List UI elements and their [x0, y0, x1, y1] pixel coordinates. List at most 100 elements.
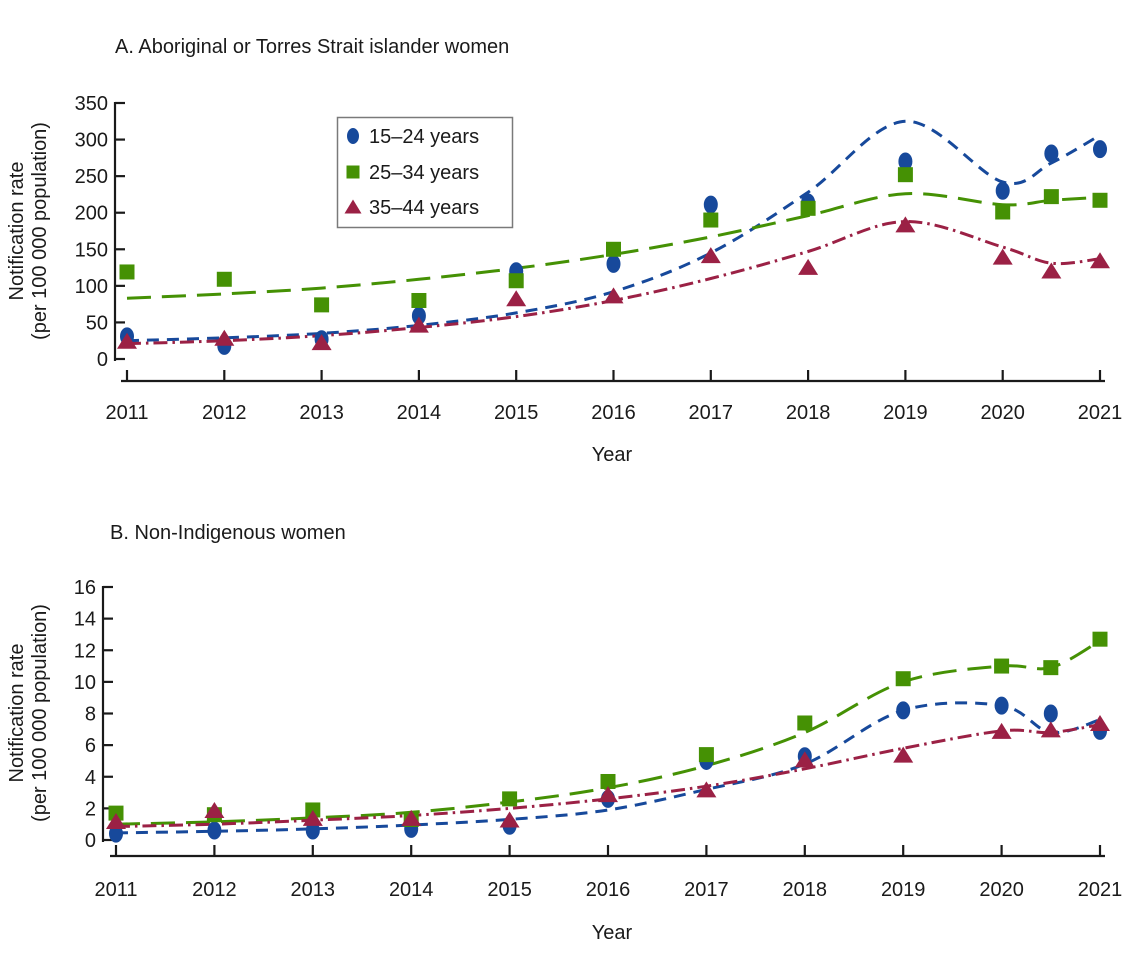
- chart-b-title: B. Non-Indigenous women: [110, 522, 346, 544]
- y-tick-label: 250: [75, 166, 108, 188]
- marker-circle: [1093, 140, 1107, 159]
- chart-a-xlabel: Year: [592, 444, 633, 466]
- x-tick-label: 2014: [389, 879, 434, 901]
- marker-square: [314, 297, 330, 313]
- x-tick-label: 2017: [689, 402, 734, 424]
- marker-triangle: [499, 811, 520, 828]
- x-tick-label: 2015: [487, 879, 532, 901]
- marker-square: [411, 292, 427, 308]
- marker-triangle: [214, 329, 235, 346]
- marker-circle: [995, 181, 1010, 200]
- x-tick-label: 2013: [299, 402, 344, 424]
- marker-triangle: [991, 722, 1012, 739]
- y-tick-label: 14: [74, 609, 96, 631]
- marker-square: [797, 715, 813, 731]
- marker-circle: [305, 821, 320, 840]
- trend-line-circle: [126, 119, 1101, 343]
- x-tick-label: 2019: [883, 402, 928, 424]
- marker-circle: [606, 254, 621, 273]
- x-tick-label: 2021: [1078, 879, 1123, 901]
- marker-triangle: [603, 287, 624, 304]
- markers-35-44-: [117, 216, 1110, 351]
- trend-line-triangle: [126, 219, 1101, 346]
- chart-a-axes: 0 50 100 150 200 250 300 350 2011 2012 2013 2014 201…: [75, 93, 1123, 424]
- marker-circle: [411, 306, 426, 325]
- marker-square: [1092, 192, 1108, 208]
- chart-b-ylabel-line2: (per 100 000 population): [29, 604, 51, 822]
- marker-circle: [896, 701, 911, 720]
- chart-a-title: A. Aboriginal or Torres Strait islander …: [115, 36, 509, 58]
- marker-square: [995, 204, 1011, 220]
- x-tick-label: 2016: [586, 879, 631, 901]
- marker-square: [119, 264, 135, 280]
- y-tick-label: 2: [85, 798, 96, 820]
- marker-circle: [994, 696, 1009, 715]
- y-tick-label: 100: [75, 276, 108, 298]
- y-tick-label: 350: [75, 93, 108, 115]
- y-tick-label: 16: [74, 577, 96, 599]
- marker-circle: [703, 195, 718, 214]
- marker-triangle: [117, 332, 137, 349]
- marker-circle: [109, 824, 123, 843]
- marker-triangle: [992, 248, 1013, 265]
- chart-a-ylabel-line1: Notification rate: [6, 162, 28, 301]
- marker-triangle: [700, 247, 721, 264]
- marker-square: [1043, 189, 1059, 205]
- marker-triangle: [204, 801, 225, 818]
- marker-square: [508, 273, 524, 289]
- x-tick-label: 2015: [494, 402, 539, 424]
- legend-marker-circle-icon: [347, 128, 359, 144]
- y-tick-label: 0: [85, 830, 96, 852]
- marker-square: [1092, 631, 1108, 647]
- y-tick-label: 4: [85, 767, 96, 789]
- x-tick-label: 2013: [291, 879, 336, 901]
- marker-square: [994, 658, 1010, 674]
- marker-square: [502, 791, 518, 807]
- marker-square: [895, 671, 911, 687]
- y-tick-label: 12: [74, 640, 96, 662]
- marker-square: [600, 773, 616, 789]
- y-tick-label: 0: [97, 349, 108, 371]
- trend-line-circle: [115, 701, 1101, 835]
- marker-triangle: [1090, 714, 1110, 731]
- marker-square: [897, 167, 913, 183]
- trend-line-square: [115, 639, 1101, 826]
- marker-triangle: [311, 334, 332, 351]
- x-tick-label: 2021: [1078, 402, 1123, 424]
- marker-triangle: [1090, 252, 1110, 269]
- chart-b-axes: 0 2 4 6 8 10 12 14 16 2011 2012 2013 2014 2015 2016 201…: [74, 577, 1123, 901]
- markers-25-34-: [119, 167, 1108, 313]
- marker-triangle: [794, 751, 815, 768]
- marker-square: [800, 200, 816, 216]
- marker-triangle: [893, 746, 914, 763]
- y-tick-label: 8: [85, 704, 96, 726]
- marker-triangle: [506, 290, 527, 307]
- marker-circle: [898, 152, 913, 171]
- x-tick-label: 2018: [786, 402, 831, 424]
- marker-triangle: [401, 809, 422, 826]
- x-tick-label: 2014: [397, 402, 442, 424]
- trend-line-square: [126, 192, 1101, 300]
- x-tick-label: 2020: [979, 879, 1024, 901]
- marker-triangle: [408, 316, 429, 333]
- chart-b-series: [106, 631, 1110, 843]
- x-tick-label: 2018: [783, 879, 828, 901]
- marker-triangle: [106, 813, 126, 830]
- marker-triangle: [798, 258, 819, 275]
- marker-square: [698, 747, 714, 763]
- markers-35-44-: [106, 714, 1110, 830]
- legend-label-35-44: 35–44 years: [369, 197, 479, 219]
- legend-marker-triangle-icon: [344, 199, 362, 214]
- y-tick-label: 300: [75, 130, 108, 152]
- marker-square: [1043, 660, 1059, 676]
- x-tick-label: 2012: [202, 402, 247, 424]
- marker-triangle: [696, 781, 717, 798]
- chart-b-xlabel: Year: [592, 922, 633, 944]
- x-tick-label: 2017: [684, 879, 729, 901]
- marker-square: [216, 271, 232, 287]
- chart-a-ylabel-line2: (per 100 000 population): [29, 122, 51, 340]
- x-tick-label: 2016: [591, 402, 636, 424]
- y-tick-label: 150: [75, 239, 108, 261]
- y-tick-label: 6: [85, 735, 96, 757]
